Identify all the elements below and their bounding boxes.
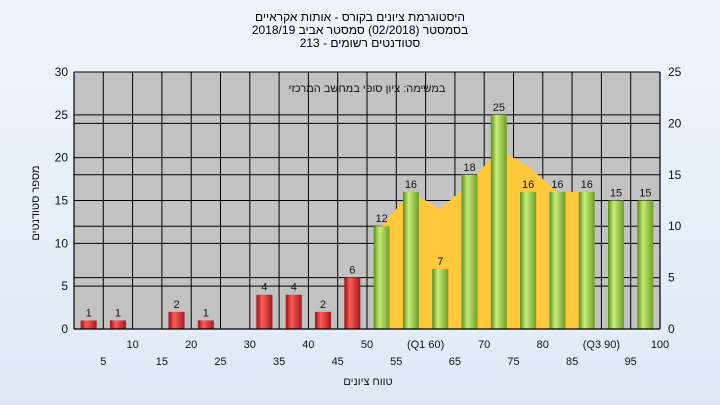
x-tick-label: 75 [507,356,519,368]
bar-value-label-90: 16 [581,179,593,191]
bar-value-label-20: 2 [173,299,179,311]
bar-55 [373,226,390,329]
x-tick-label: 30 [244,339,256,351]
x-tick-label: 40 [302,339,314,351]
x-axis-label: טווח ציונים [343,376,392,388]
bar-value-label-40: 4 [291,282,297,294]
x-tick-label: (Q1 60) [407,339,444,351]
plot-label: במשימה: ציון סופי במחשב המרכזי [289,83,446,95]
y-tick-label: 0 [61,322,68,336]
bar-65 [432,269,449,329]
y-tick-label: 25 [55,108,69,122]
bar-70 [461,174,478,329]
x-tick-label: 45 [332,356,344,368]
bar-value-label-85: 16 [551,179,563,191]
bar-value-label-50: 6 [349,265,355,277]
bar-value-label-35: 4 [261,282,267,294]
bar-35 [256,294,273,329]
bar-90 [578,191,595,329]
bar-value-label-100: 15 [639,188,651,200]
y2-tick-label: 5 [668,271,675,285]
bar-value-label-60: 16 [405,179,417,191]
x-tick-label: 95 [625,356,637,368]
bar-value-label-25: 1 [203,307,209,319]
bar-100 [637,200,654,329]
x-tick-label: 15 [156,356,168,368]
bar-95 [608,200,625,329]
x-tick-label: (Q3 90) [583,339,620,351]
y2-tick-label: 15 [668,168,682,182]
x-tick-label: 100 [651,339,669,351]
x-tick-label: 20 [185,339,197,351]
x-tick-label: 25 [214,356,226,368]
y2-tick-label: 10 [668,219,682,233]
bar-value-label-70: 18 [463,162,475,174]
bar-value-label-5: 1 [86,307,92,319]
y2-tick-label: 0 [668,322,675,336]
bar-45 [315,311,332,329]
chart-title: היסטוגרמת ציונים בקורס - אותות אקראיים ב… [0,11,720,50]
bar-20 [168,311,185,329]
bar-value-label-65: 7 [437,256,443,268]
bar-value-label-45: 2 [320,299,326,311]
bar-value-label-10: 1 [115,307,121,319]
y2-tick-label: 20 [668,116,682,130]
bar-5 [80,320,97,329]
chart-title-line-1: היסטוגרמת ציונים בקורס - אותות אקראיים [255,10,465,24]
y-axis-label: מספר סטודנטים [30,165,42,240]
bar-10 [109,320,126,329]
x-tick-label: 70 [478,339,490,351]
bar-25 [197,320,214,329]
x-tick-label: 85 [566,356,578,368]
bar-75 [490,114,507,329]
y-tick-label: 10 [55,236,69,250]
y-tick-label: 30 [55,65,69,79]
bar-60 [402,191,419,329]
bar-50 [344,277,361,329]
y-tick-label: 20 [55,151,69,165]
bar-value-label-95: 15 [610,188,622,200]
x-tick-label: 35 [273,356,285,368]
y-tick-label: 15 [55,194,69,208]
y-tick-label: 5 [61,279,68,293]
x-tick-label: 5 [100,356,106,368]
bar-value-label-55: 12 [376,213,388,225]
x-tick-label: 65 [449,356,461,368]
x-tick-label: 50 [361,339,373,351]
bar-value-label-75: 25 [493,102,505,114]
bar-80 [520,191,537,329]
bar-85 [549,191,566,329]
x-tick-label: 10 [126,339,138,351]
bar-40 [285,294,302,329]
chart-title-line-2: בסמסטר (02/2018) סמסטר אביב 2018/19 [251,23,469,37]
y2-tick-label: 25 [668,65,682,79]
x-tick-label: 55 [390,356,402,368]
x-tick-label: 80 [537,339,549,351]
axes: 0510152025300510152025510152025303540455… [55,65,682,368]
chart-title-line-3: סטודנטים רשומים - 213 [299,36,421,50]
bar-value-label-80: 16 [522,179,534,191]
